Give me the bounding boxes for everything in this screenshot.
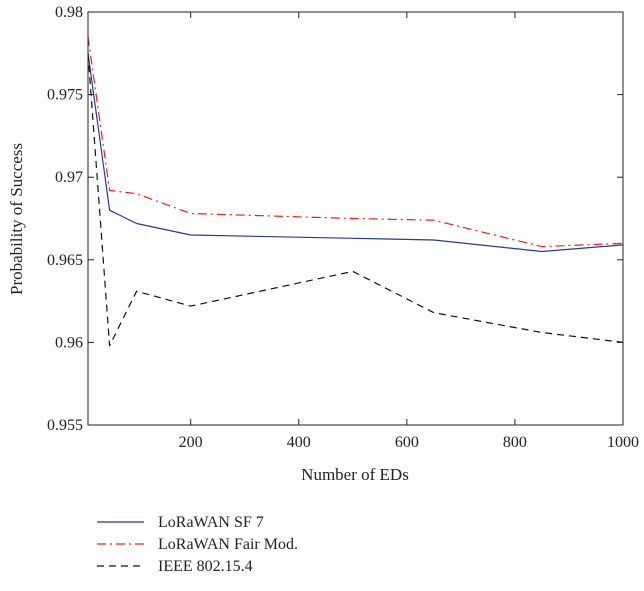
series-line-3	[87, 53, 624, 347]
x-tick-label: 600	[395, 434, 419, 451]
legend-label: IEEE 802.15.4	[158, 558, 253, 575]
y-tick-label: 0.96	[55, 334, 83, 351]
x-tick-label: 800	[503, 434, 527, 451]
series-line-2	[87, 36, 624, 248]
x-tick-label: 1000	[607, 434, 639, 451]
y-tick-label: 0.97	[55, 169, 83, 186]
y-tick-label: 0.955	[47, 417, 83, 434]
plot-frame	[87, 11, 624, 426]
y-tick-label: 0.975	[47, 87, 83, 104]
legend-label: LoRaWAN SF 7	[158, 514, 264, 531]
legend-label: LoRaWAN Fair Mod.	[158, 536, 298, 553]
x-axis-title: Number of EDs	[301, 465, 409, 484]
x-tick-label: 400	[287, 434, 311, 451]
legend: LoRaWAN SF 7 LoRaWAN Fair Mod. IEEE 802.15…	[97, 514, 298, 575]
y-axis-title: Probability of Success	[7, 143, 26, 295]
series-layer	[87, 36, 624, 347]
ticks-layer: 200 400 600 800 1000 0.955 0.96 0.965 0.97 0.975 0…	[47, 4, 639, 451]
x-tick-label: 200	[179, 434, 203, 451]
y-tick-label: 0.98	[55, 4, 83, 21]
series-line-1	[87, 53, 624, 253]
y-tick-label: 0.965	[47, 252, 83, 269]
